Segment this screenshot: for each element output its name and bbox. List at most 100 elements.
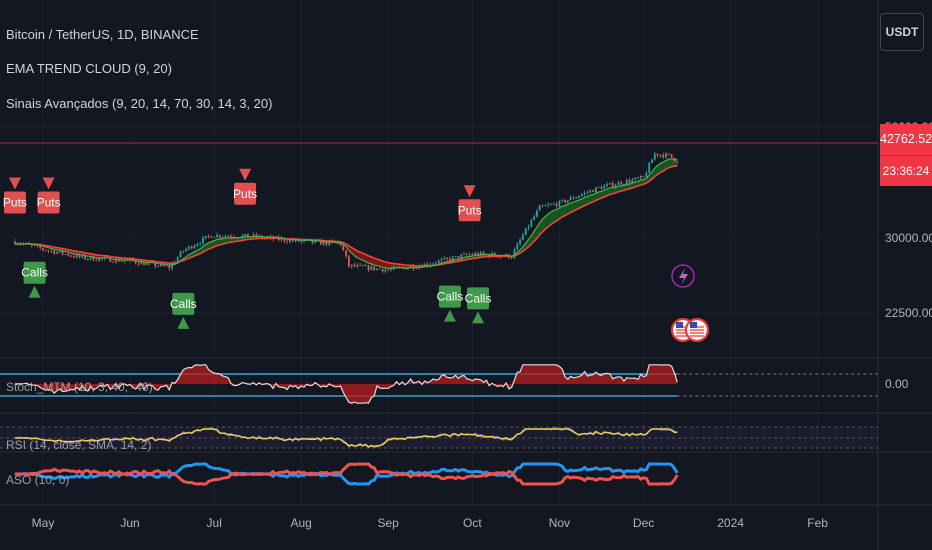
candle-body	[241, 235, 244, 238]
candle-body	[589, 190, 592, 193]
candle-body	[342, 245, 345, 251]
cloud-segment	[612, 187, 616, 194]
time-axis-label: Oct	[463, 516, 482, 530]
candle-body	[513, 249, 516, 258]
cloud-segment	[660, 162, 664, 173]
calls-badge	[467, 287, 489, 310]
aso-bear-line	[14, 462, 679, 486]
cloud-segment	[374, 258, 377, 266]
candle-body	[289, 239, 291, 243]
calls-label: Calls	[170, 297, 197, 311]
candle-body	[47, 250, 50, 252]
indicator-ema-legend[interactable]: EMA TREND CLOUD (9, 20)	[6, 61, 172, 76]
ema-lines	[14, 158, 678, 270]
cloud-segment	[211, 240, 215, 248]
candle-body	[639, 175, 642, 178]
candle-body	[221, 236, 224, 238]
candle-body	[145, 262, 148, 266]
time-axis-label: Jun	[120, 516, 139, 530]
time-axis-label: Jul	[207, 516, 222, 530]
cloud-segment	[365, 254, 369, 264]
candle-body	[555, 203, 558, 207]
candle-body	[70, 255, 72, 257]
candle-body	[533, 216, 536, 221]
cloud-segment	[559, 206, 563, 219]
candle-body	[72, 256, 75, 258]
candle-body	[137, 263, 140, 265]
candle-body	[165, 265, 168, 267]
candle-body	[109, 257, 112, 262]
symbol-title[interactable]: Bitcoin / TetherUS, 1D, BINANCE	[6, 27, 199, 42]
cloud-segment	[368, 255, 372, 264]
candle-body	[611, 183, 614, 187]
cloud-segment	[217, 239, 220, 246]
ema-slow-line	[14, 164, 678, 267]
cloud-segment	[371, 256, 375, 265]
cloud-segment	[609, 187, 613, 195]
candle-body	[193, 245, 196, 249]
aso-legend[interactable]: ASO (10, 0)	[6, 473, 70, 487]
cloud-segment	[598, 191, 602, 200]
price-axis-label: 22500.00	[885, 306, 932, 320]
candle-body	[606, 184, 608, 186]
time-axis-label: Dec	[633, 516, 654, 530]
candle-body	[213, 237, 216, 238]
candle-body	[384, 269, 387, 272]
currency-button[interactable]: USDT	[880, 13, 924, 51]
candle-body	[168, 265, 171, 269]
cloud-segment	[362, 253, 366, 262]
candle-body	[112, 261, 115, 263]
event-icons[interactable]	[670, 264, 710, 343]
calls-arrow	[177, 316, 190, 329]
candle-body	[140, 261, 143, 265]
cloud-segment	[228, 237, 232, 243]
cloud-segment	[666, 159, 669, 170]
candle-body	[33, 245, 36, 247]
ema-fast-line	[14, 158, 678, 270]
candle-body	[14, 241, 16, 245]
stoch-legend[interactable]: Stoch_MTM (10, 3, 40, -40)	[6, 380, 153, 394]
candle-body	[625, 180, 628, 185]
candle-body	[566, 200, 569, 203]
candle-body	[642, 175, 645, 177]
candle-body	[61, 250, 64, 255]
candle-body	[516, 243, 519, 250]
time-axis-label: Aug	[291, 516, 312, 530]
calls-badge	[438, 285, 461, 308]
candle-body	[210, 236, 213, 238]
candle-body	[216, 234, 218, 238]
rsi-legend[interactable]: RSI (14, close, SMA, 14, 2)	[6, 438, 152, 452]
indicator-signals-legend[interactable]: Sinais Avançados (9, 20, 14, 70, 30, 14,…	[6, 96, 273, 111]
cloud-segment	[553, 209, 557, 223]
candle-body	[36, 245, 39, 247]
candle-body	[435, 263, 437, 265]
cloud-segment	[357, 250, 361, 260]
cloud-segment	[219, 238, 223, 245]
candle-body	[471, 254, 474, 256]
puts-arrow	[463, 185, 476, 198]
cloud-segment	[654, 165, 658, 177]
candle-body	[162, 264, 165, 266]
candle-body	[527, 226, 530, 229]
candle-body	[95, 260, 98, 262]
candle-body	[586, 192, 589, 194]
candle-body	[558, 201, 561, 207]
candle-body	[628, 180, 631, 183]
candle-body	[348, 256, 350, 267]
time-axis-label: Nov	[549, 516, 570, 530]
candle-body	[319, 240, 322, 245]
cloud-segment	[595, 191, 599, 201]
candle-body	[159, 264, 162, 267]
candle-body	[350, 264, 353, 267]
candle-body	[676, 160, 679, 162]
candle-body	[547, 204, 550, 206]
candle-body	[143, 261, 145, 266]
calls-label: Calls	[21, 266, 48, 280]
calls-label: Calls	[465, 291, 492, 305]
candle-body	[362, 265, 364, 267]
candle-body	[449, 258, 451, 261]
cloud-segment	[593, 193, 596, 202]
candle-body	[395, 266, 398, 268]
